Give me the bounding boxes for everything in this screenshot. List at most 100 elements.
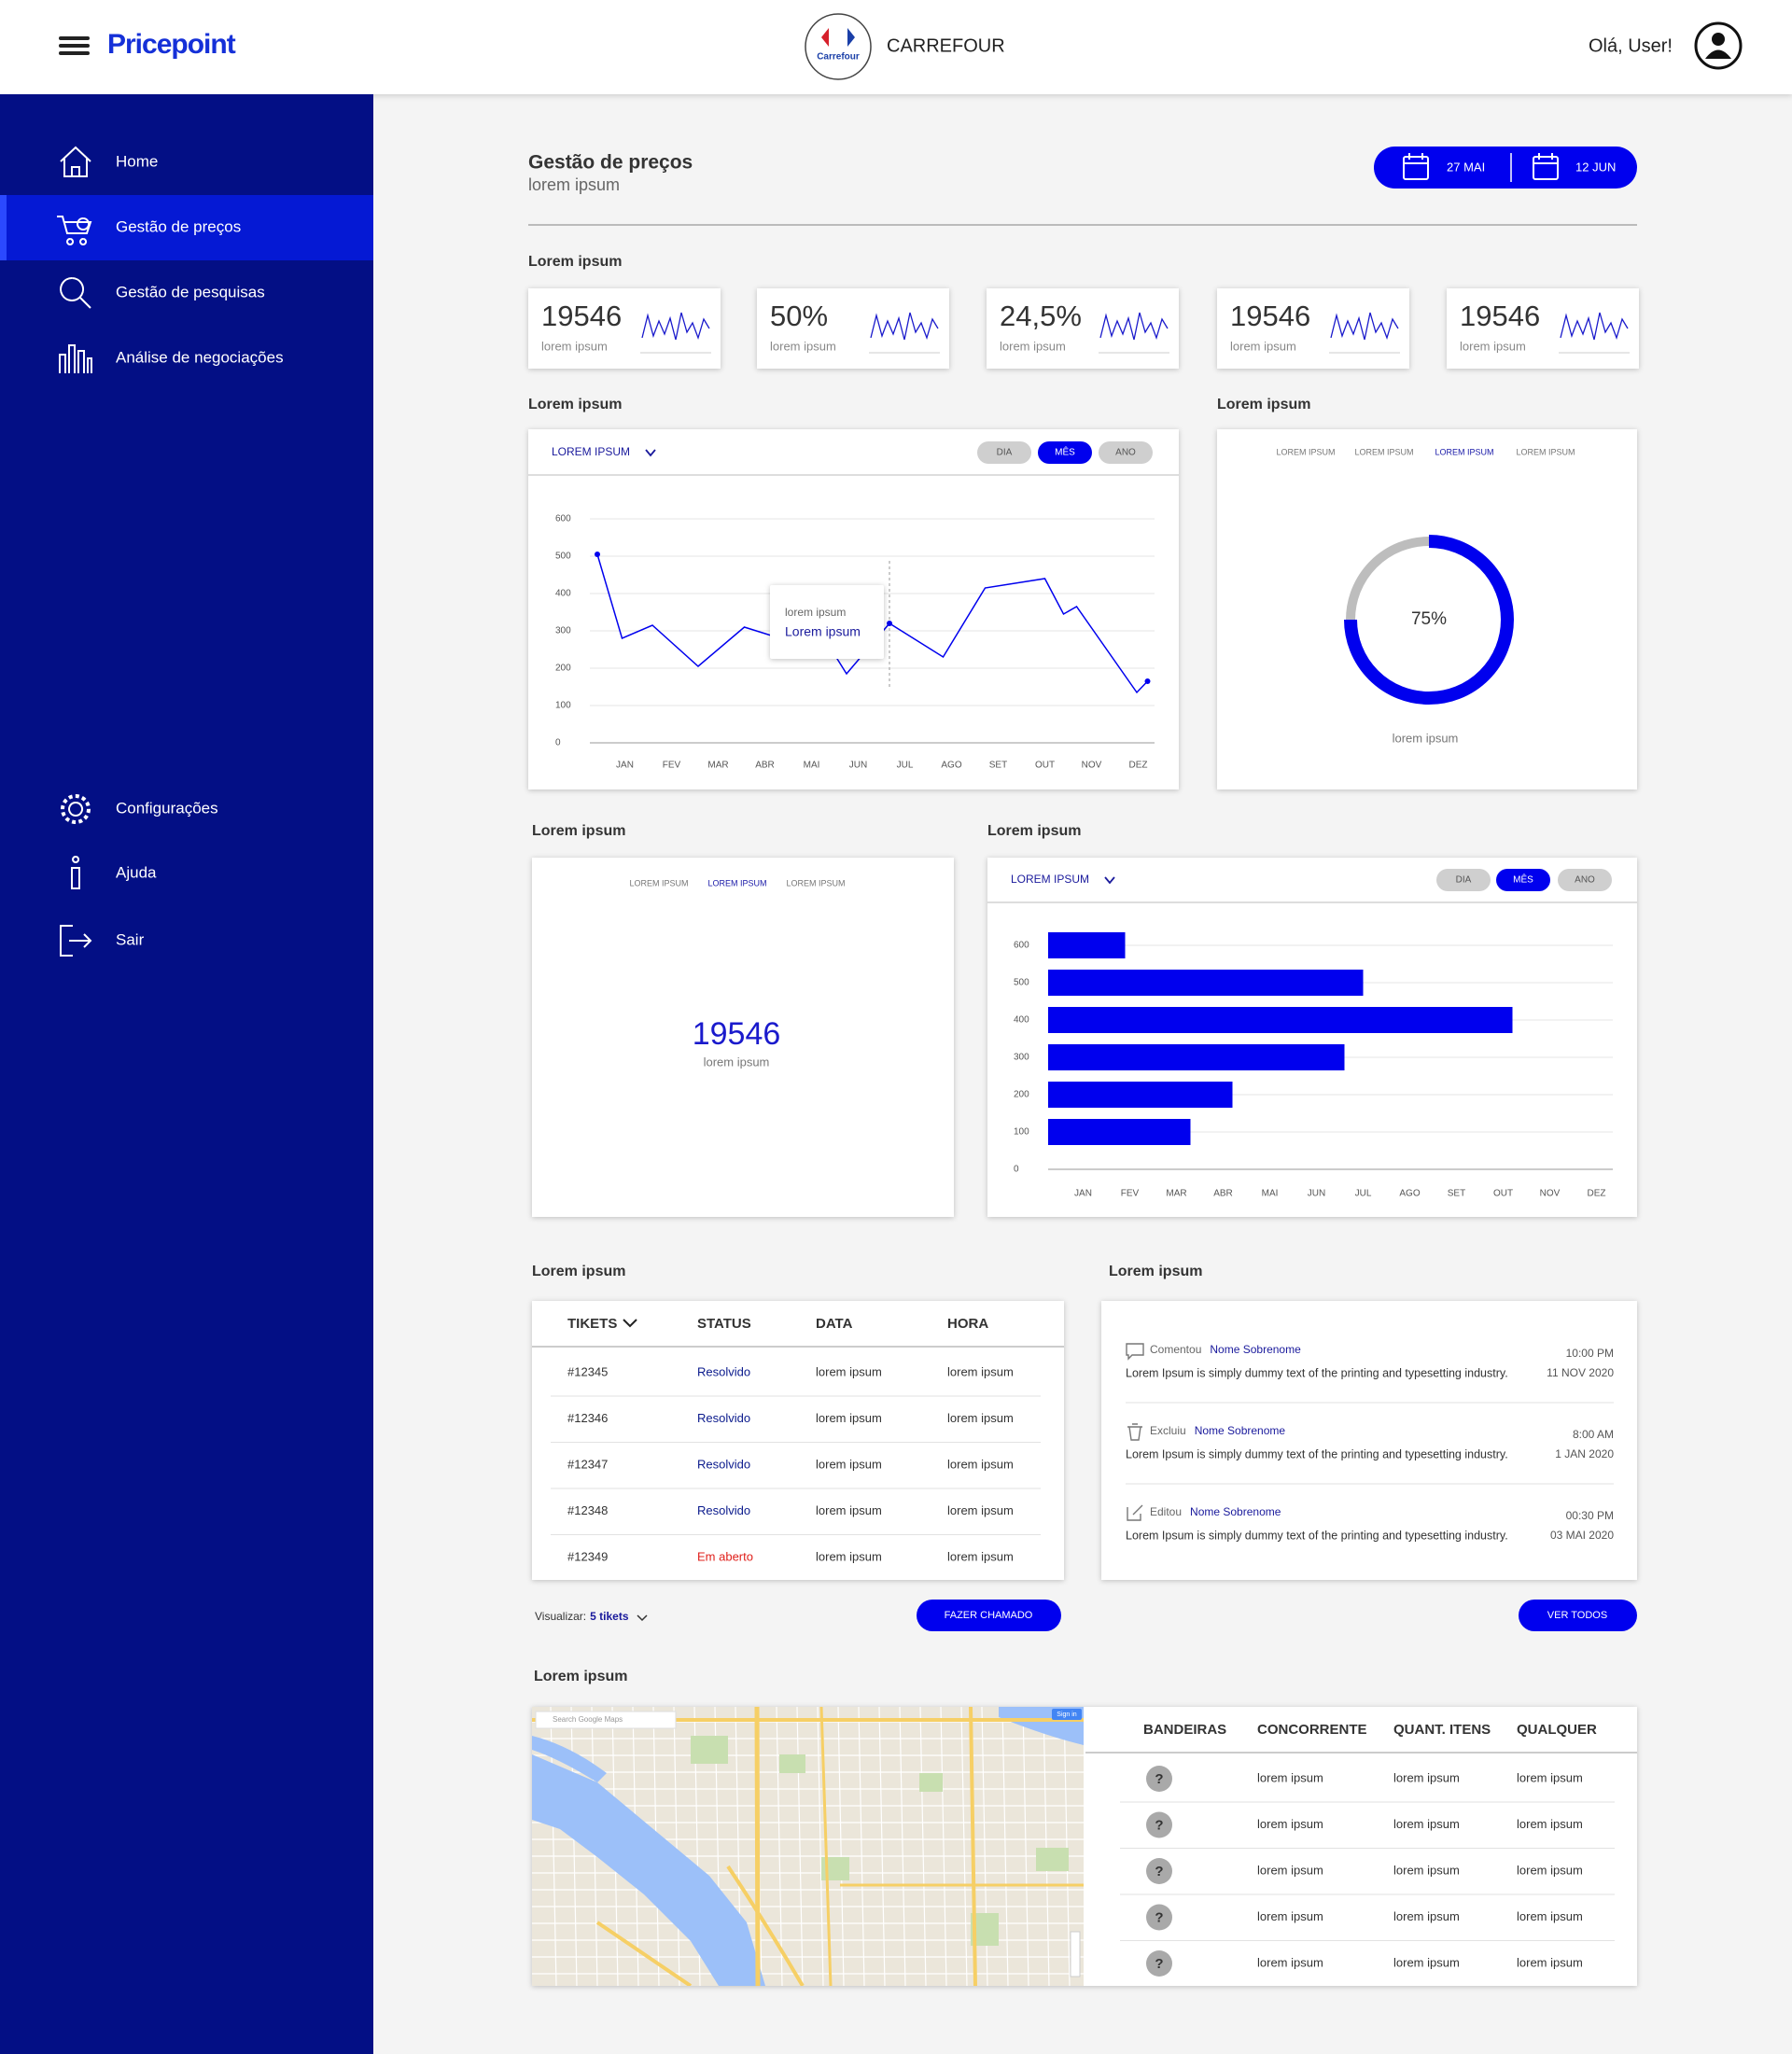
- cell: #12348: [567, 1503, 608, 1517]
- cell: Resolvido: [697, 1411, 750, 1425]
- toggle[interactable]: [977, 441, 1031, 464]
- cell: lorem ipsum: [1257, 1909, 1323, 1923]
- nav-icon: [57, 216, 92, 245]
- column-header: QUANT. ITENS: [1393, 1722, 1491, 1738]
- toggle[interactable]: [1436, 869, 1491, 891]
- cell: lorem ipsum: [1257, 1770, 1323, 1784]
- sparkline: [1099, 312, 1169, 341]
- tab[interactable]: LOREM IPSUM: [707, 878, 766, 887]
- map-road: [726, 1865, 805, 1986]
- toggle-label: MÊS: [1055, 446, 1075, 458]
- store-logo-mark: [821, 28, 829, 47]
- toggle-label: DIA: [1456, 875, 1472, 886]
- map-river: [532, 1736, 607, 1782]
- flag-mark: ?: [1155, 1909, 1163, 1925]
- activity-head: Comentou Nome Sobrenome: [1150, 1343, 1301, 1356]
- kpi-value: 19546: [1230, 300, 1310, 332]
- store-name: CARREFOUR: [887, 35, 1005, 56]
- map-road: [754, 1707, 761, 1986]
- counter-card: [532, 858, 954, 1217]
- toggle-label: MÊS: [1513, 873, 1533, 886]
- toggle[interactable]: [1496, 869, 1550, 891]
- nav-item[interactable]: Sair: [116, 930, 145, 948]
- button[interactable]: [1519, 1600, 1637, 1631]
- activity-user[interactable]: Nome Sobrenome: [1190, 1505, 1281, 1518]
- dropdown[interactable]: LOREM IPSUM: [1011, 873, 1089, 886]
- section-title: Lorem ipsum: [528, 397, 622, 412]
- cell: Resolvido: [697, 1503, 750, 1517]
- map[interactable]: Search Google Maps Sign in: [532, 1707, 1084, 1986]
- section-title: Lorem ipsum: [528, 254, 622, 270]
- section-title: Lorem ipsum: [532, 1264, 625, 1279]
- nav-item[interactable]: Gestão de pesquisas: [116, 283, 265, 300]
- map-road: [969, 1707, 977, 1986]
- x-tick-label: MAI: [1262, 1189, 1279, 1199]
- activity-action: Comentou: [1150, 1343, 1201, 1356]
- x-tick-label: AGO: [1399, 1189, 1420, 1199]
- section-title: Lorem ipsum: [534, 1669, 627, 1684]
- y-tick-label: 300: [555, 626, 571, 636]
- y-tick-label: 400: [555, 589, 571, 599]
- view-selector[interactable]: Visualizar: 5 tikets: [535, 1610, 629, 1623]
- kpi-value: 50%: [770, 300, 828, 332]
- column-header: STATUS: [697, 1316, 751, 1332]
- nav-item[interactable]: Home: [116, 152, 158, 170]
- x-tick-label: SET: [1448, 1189, 1465, 1199]
- map-street: [1001, 1707, 1009, 1986]
- dropdown[interactable]: LOREM IPSUM: [552, 445, 630, 458]
- activity-user[interactable]: Nome Sobrenome: [1195, 1424, 1286, 1437]
- tab[interactable]: LOREM IPSUM: [786, 878, 845, 887]
- activity-user[interactable]: Nome Sobrenome: [1210, 1343, 1301, 1356]
- bar: [1048, 1119, 1191, 1145]
- toggle-label: ANO: [1575, 875, 1595, 886]
- x-tick-label: ABR: [1213, 1189, 1233, 1199]
- x-tick-label: OUT: [1035, 761, 1055, 771]
- cell: lorem ipsum: [1393, 1909, 1460, 1923]
- map-street: [776, 1707, 783, 1986]
- map-river: [532, 1754, 765, 1986]
- kpi-label: lorem ipsum: [541, 339, 608, 353]
- y-tick-label: 200: [555, 664, 571, 674]
- map-street: [673, 1707, 680, 1986]
- sparkline: [641, 312, 710, 341]
- x-tick-label: MAR: [1166, 1189, 1186, 1199]
- dropdown-chevron: [645, 449, 656, 457]
- tab[interactable]: LOREM IPSUM: [629, 878, 688, 887]
- map-street: [837, 1707, 845, 1986]
- cell: lorem ipsum: [1517, 1863, 1583, 1877]
- toggle[interactable]: [1099, 441, 1153, 464]
- column-header: DATA: [816, 1316, 853, 1332]
- tab[interactable]: LOREM IPSUM: [1516, 447, 1575, 456]
- cell: lorem ipsum: [947, 1364, 1014, 1378]
- tab[interactable]: LOREM IPSUM: [1354, 447, 1413, 456]
- activity-text: Lorem Ipsum is simply dummy text of the …: [1126, 1529, 1508, 1542]
- map-street: [899, 1707, 906, 1986]
- activity-action: Excluiu: [1150, 1424, 1186, 1437]
- cell: lorem ipsum: [947, 1503, 1014, 1517]
- cell: lorem ipsum: [816, 1549, 882, 1563]
- map-sign-in[interactable]: [1052, 1709, 1082, 1720]
- cell: lorem ipsum: [1393, 1863, 1460, 1877]
- flag-placeholder: [1146, 1950, 1172, 1977]
- toggle[interactable]: [1038, 441, 1092, 464]
- avatar-body: [1705, 49, 1731, 59]
- cell: lorem ipsum: [816, 1364, 882, 1378]
- x-tick-label: JUN: [1308, 1189, 1325, 1199]
- nav-item[interactable]: Ajuda: [116, 863, 157, 881]
- nav-item[interactable]: Gestão de preços: [116, 217, 241, 235]
- date-range[interactable]: [1374, 147, 1637, 189]
- tab[interactable]: LOREM IPSUM: [1276, 447, 1335, 456]
- y-tick-label: 600: [555, 514, 571, 524]
- map-sign-in-label: Sign in: [1057, 1712, 1077, 1718]
- button[interactable]: [917, 1600, 1061, 1631]
- x-tick-label: MAR: [707, 761, 728, 771]
- toggle-label: DIA: [997, 448, 1013, 458]
- column-header: BANDEIRAS: [1143, 1722, 1226, 1738]
- tab[interactable]: LOREM IPSUM: [1435, 447, 1493, 456]
- nav-item[interactable]: Análise de negociações: [116, 348, 284, 366]
- toggle[interactable]: [1558, 869, 1612, 891]
- cell: lorem ipsum: [947, 1549, 1014, 1563]
- nav-item[interactable]: Configurações: [116, 799, 218, 817]
- flag-mark: ?: [1155, 1956, 1163, 1972]
